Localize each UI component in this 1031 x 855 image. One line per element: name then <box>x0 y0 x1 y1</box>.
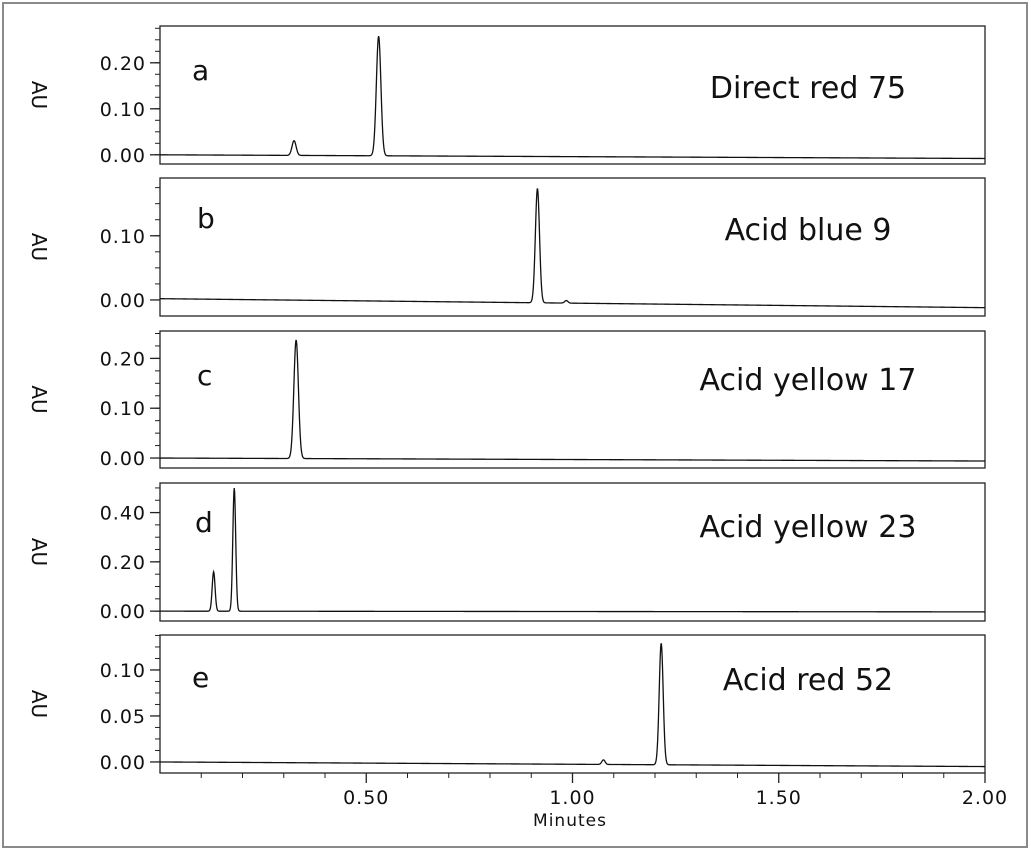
panel-letter: b <box>197 202 215 235</box>
panel-letter: a <box>192 54 209 87</box>
x-axis-title: Minutes <box>533 811 607 831</box>
dye-name: Direct red 75 <box>710 71 906 106</box>
y-axis-label: AU <box>27 538 51 566</box>
y-axis-label: AU <box>27 690 51 718</box>
y-tick-label: 0.00 <box>100 448 146 470</box>
x-tick-label: 0.50 <box>343 787 389 809</box>
y-tick-label: 0.20 <box>100 348 146 370</box>
y-tick-label: 0.10 <box>100 226 146 248</box>
y-tick-label: 0.10 <box>100 660 146 682</box>
y-axis-label: AU <box>27 385 51 413</box>
y-tick-label: 0.05 <box>100 706 146 728</box>
y-axis-label: AU <box>27 81 51 109</box>
y-tick-label: 0.40 <box>100 503 146 525</box>
dye-name: Acid blue 9 <box>725 213 892 248</box>
panel-letter: e <box>192 661 209 694</box>
y-tick-label: 0.00 <box>100 752 146 774</box>
dye-name: Acid red 52 <box>723 663 893 698</box>
y-tick-label: 0.00 <box>100 145 146 167</box>
y-tick-label: 0.20 <box>100 552 146 574</box>
y-tick-label: 0.00 <box>100 601 146 623</box>
dye-name: Acid yellow 17 <box>700 363 917 398</box>
dye-name: Acid yellow 23 <box>700 510 917 545</box>
y-axis-label: AU <box>27 233 51 261</box>
y-tick-label: 0.10 <box>100 398 146 420</box>
x-tick-label: 1.00 <box>549 787 595 809</box>
figure-border <box>3 3 1027 847</box>
panel-letter: d <box>195 506 213 539</box>
panel-letter: c <box>197 359 212 392</box>
y-tick-label: 0.00 <box>100 290 146 312</box>
y-tick-label: 0.20 <box>100 53 146 75</box>
x-tick-label: 2.00 <box>962 787 1008 809</box>
x-tick-label: 1.50 <box>756 787 802 809</box>
y-tick-label: 0.10 <box>100 99 146 121</box>
